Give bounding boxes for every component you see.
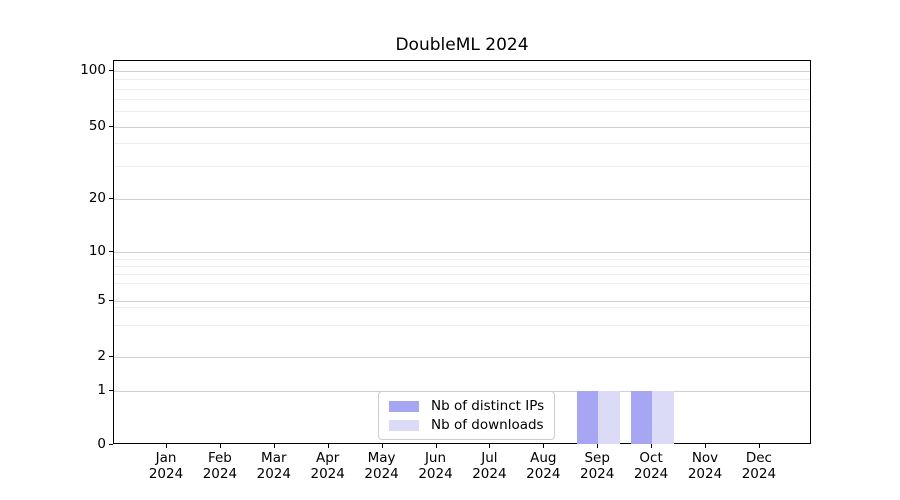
y-gridline-minor xyxy=(114,99,810,100)
x-tick-mark xyxy=(597,444,599,448)
y-tick-mark xyxy=(109,300,113,301)
x-tick-year: 2024 xyxy=(526,465,561,482)
legend-swatch xyxy=(389,400,419,412)
x-tick-mark xyxy=(219,444,221,448)
x-tick-month: Nov xyxy=(691,450,719,466)
x-tick-month: Oct xyxy=(639,450,663,466)
x-tick-mark xyxy=(166,444,167,448)
x-tick-mark xyxy=(705,444,706,448)
bar-nb-of-distinct-ips-oct xyxy=(630,390,653,444)
y-tick-mark xyxy=(109,197,113,199)
y-gridline-minor xyxy=(114,265,810,267)
y-tick-mark xyxy=(109,356,113,358)
x-tick-month: Feb xyxy=(207,450,232,466)
legend-row: Nb of downloads xyxy=(389,417,544,433)
x-tick-month: Mar xyxy=(261,450,287,466)
y-gridline-minor xyxy=(114,324,810,326)
x-tick-mark xyxy=(651,444,653,448)
x-tick-label: Jun 2024 xyxy=(404,450,468,483)
x-tick-mark xyxy=(758,444,760,448)
y-gridline-minor xyxy=(114,273,810,275)
x-tick-mark xyxy=(327,444,329,448)
y-tick-label: 20 xyxy=(88,189,106,206)
x-tick-month: Dec xyxy=(745,450,772,466)
x-tick-label: Mar 2024 xyxy=(242,450,306,483)
y-tick-mark xyxy=(109,70,113,71)
x-tick-month: Aug xyxy=(530,450,557,466)
x-tick-month: Jun xyxy=(424,450,447,466)
x-tick-year: 2024 xyxy=(256,465,291,482)
x-tick-year: 2024 xyxy=(310,465,345,482)
x-tick-year: 2024 xyxy=(364,465,399,482)
x-tick-year: 2024 xyxy=(148,465,184,482)
y-tick-label: 0 xyxy=(97,436,106,452)
x-tick-year: 2024 xyxy=(418,465,453,482)
y-gridline-minor xyxy=(114,79,810,81)
x-tick-year: 2024 xyxy=(687,465,723,482)
x-tick-month: Sep xyxy=(584,450,610,466)
y-gridline-minor xyxy=(114,165,810,167)
y-gridline-major xyxy=(114,301,810,302)
y-gridline-minor xyxy=(114,307,810,308)
y-tick-mark xyxy=(109,125,113,127)
x-tick-label: Dec 2024 xyxy=(727,450,791,483)
x-tick-month: Apr xyxy=(316,450,340,466)
x-tick-mark xyxy=(381,444,383,448)
legend-row: Nb of distinct IPs xyxy=(389,398,544,414)
x-tick-label: Sep 2024 xyxy=(565,450,629,483)
x-tick-label: Aug 2024 xyxy=(511,450,575,483)
x-tick-mark xyxy=(435,444,437,448)
x-tick-year: 2024 xyxy=(633,465,669,482)
x-tick-label: Jan 2024 xyxy=(134,450,198,483)
y-gridline-major xyxy=(114,126,810,128)
x-tick-year: 2024 xyxy=(202,465,238,482)
legend: Nb of distinct IPs Nb of downloads xyxy=(378,391,556,440)
y-gridline-minor xyxy=(114,88,810,90)
y-gridline-major xyxy=(114,357,810,359)
x-tick-year: 2024 xyxy=(472,465,507,482)
y-tick-mark xyxy=(109,444,113,445)
bar-nb-of-distinct-ips-sep xyxy=(576,390,599,444)
y-tick-label: 2 xyxy=(97,348,106,365)
bar-nb-of-downloads-sep xyxy=(598,390,620,444)
x-tick-label: Jul 2024 xyxy=(457,450,521,483)
x-tick-mark xyxy=(543,444,545,448)
plot-area xyxy=(113,60,811,444)
y-gridline-minor xyxy=(114,143,810,144)
x-tick-label: Apr 2024 xyxy=(296,450,360,483)
y-gridline-major xyxy=(114,71,810,72)
y-tick-label: 10 xyxy=(88,242,106,259)
y-tick-mark xyxy=(109,389,113,391)
x-tick-month: Jan xyxy=(155,450,177,466)
x-tick-year: 2024 xyxy=(580,465,615,482)
x-tick-label: Feb 2024 xyxy=(188,450,252,483)
y-axis-labels: 100 50 20 10 5 2 1 0 xyxy=(0,60,106,452)
x-tick-label: Oct 2024 xyxy=(619,450,683,483)
x-tick-mark xyxy=(273,444,275,448)
y-tick-label: 5 xyxy=(97,292,106,308)
y-gridline-major xyxy=(114,251,810,253)
y-tick-label: 1 xyxy=(97,381,106,398)
chart-title: DoubleML 2024 xyxy=(395,35,529,55)
x-tick-month: Jul xyxy=(481,450,498,466)
y-tick-label: 100 xyxy=(80,62,106,78)
y-gridline-minor xyxy=(114,258,810,260)
x-tick-label: Nov 2024 xyxy=(673,450,737,483)
y-tick-label: 50 xyxy=(88,117,106,134)
x-tick-year: 2024 xyxy=(741,465,777,482)
legend-label: Nb of distinct IPs xyxy=(431,398,545,414)
legend-label: Nb of downloads xyxy=(431,417,544,433)
legend-swatch xyxy=(389,419,419,431)
x-tick-month: May xyxy=(367,450,396,466)
y-gridline-minor xyxy=(114,111,810,112)
y-gridline-minor xyxy=(114,283,810,284)
bar-nb-of-downloads-oct xyxy=(652,390,674,444)
y-gridline-major xyxy=(114,198,810,200)
y-tick-mark xyxy=(109,250,113,252)
x-tick-label: May 2024 xyxy=(350,450,414,483)
x-tick-mark xyxy=(489,444,491,448)
